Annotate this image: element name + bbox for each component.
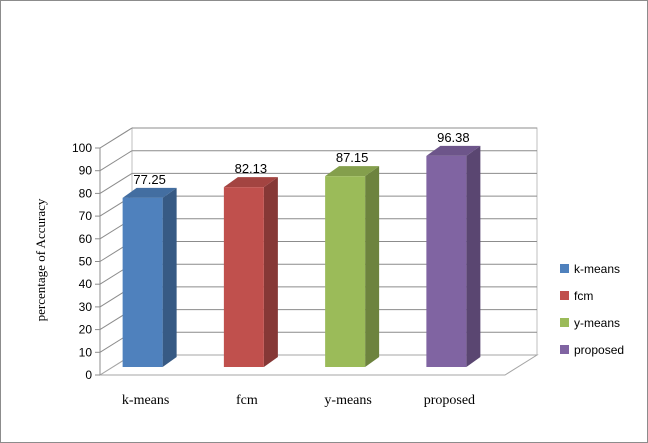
data-labels: 77.25 82.13 87.15 96.38 (133, 130, 469, 187)
y-tick-label: 50 (79, 255, 93, 269)
bar-front (426, 155, 467, 367)
bar-front (325, 176, 366, 367)
x-tick-label-k-means: k-means (122, 393, 169, 408)
x-tick-label-fcm: fcm (236, 393, 258, 408)
legend-swatch (560, 264, 569, 273)
y-axis-ticks: 0 10 20 30 40 50 60 70 80 90 100 (72, 141, 100, 382)
x-axis-categories: k-means fcm y-means proposed (122, 393, 475, 408)
data-label-y-means: 87.15 (336, 150, 369, 165)
legend-item-fcm: fcm (560, 289, 593, 303)
y-axis-label: percentage of Accuracy (33, 198, 48, 321)
data-label-proposed: 96.38 (437, 130, 470, 145)
bars (122, 145, 481, 367)
bar-y-means (325, 166, 380, 367)
y-tick-label: 100 (72, 141, 92, 155)
legend-item-y-means: y-means (560, 316, 620, 330)
bar-fcm (223, 177, 278, 367)
bar-side (466, 145, 481, 367)
x-tick-label-proposed: proposed (424, 393, 475, 408)
legend-swatch (560, 345, 569, 354)
y-tick-label: 10 (79, 345, 93, 359)
gridline-side (99, 150, 133, 172)
legend-label: k-means (574, 262, 620, 276)
y-tick-label: 80 (79, 186, 93, 200)
x-tick-label-y-means: y-means (324, 393, 371, 408)
legend-label: fcm (574, 289, 593, 303)
gridline-side (99, 127, 133, 149)
data-label-fcm: 82.13 (235, 161, 268, 176)
legend-item-proposed: proposed (560, 343, 624, 357)
floor (98, 354, 539, 376)
bar-top (223, 177, 278, 188)
legend: k-means fcm y-means proposed (560, 262, 624, 357)
y-tick-label: 60 (79, 232, 93, 246)
legend-swatch (560, 291, 569, 300)
bar-front (223, 187, 264, 367)
bar-side (162, 187, 177, 367)
bar-proposed (426, 145, 481, 367)
legend-label: proposed (574, 343, 624, 357)
bar-side (365, 166, 380, 367)
bar-side (263, 177, 278, 367)
bar-front (122, 197, 163, 367)
y-tick-label: 20 (79, 323, 93, 337)
bar-top (325, 166, 380, 177)
y-tick-label: 70 (79, 209, 93, 223)
y-tick-label: 40 (79, 277, 93, 291)
legend-label: y-means (574, 316, 620, 330)
bar-k-means (122, 187, 177, 367)
legend-swatch (560, 318, 569, 327)
y-tick-label: 0 (85, 368, 92, 382)
bar-top (122, 187, 177, 198)
bar-top (426, 145, 481, 156)
legend-item-k-means: k-means (560, 262, 620, 276)
y-tick-label: 90 (79, 164, 93, 178)
gridline-side (99, 172, 133, 194)
data-label-k-means: 77.25 (133, 172, 166, 187)
y-tick-label: 30 (79, 300, 93, 314)
